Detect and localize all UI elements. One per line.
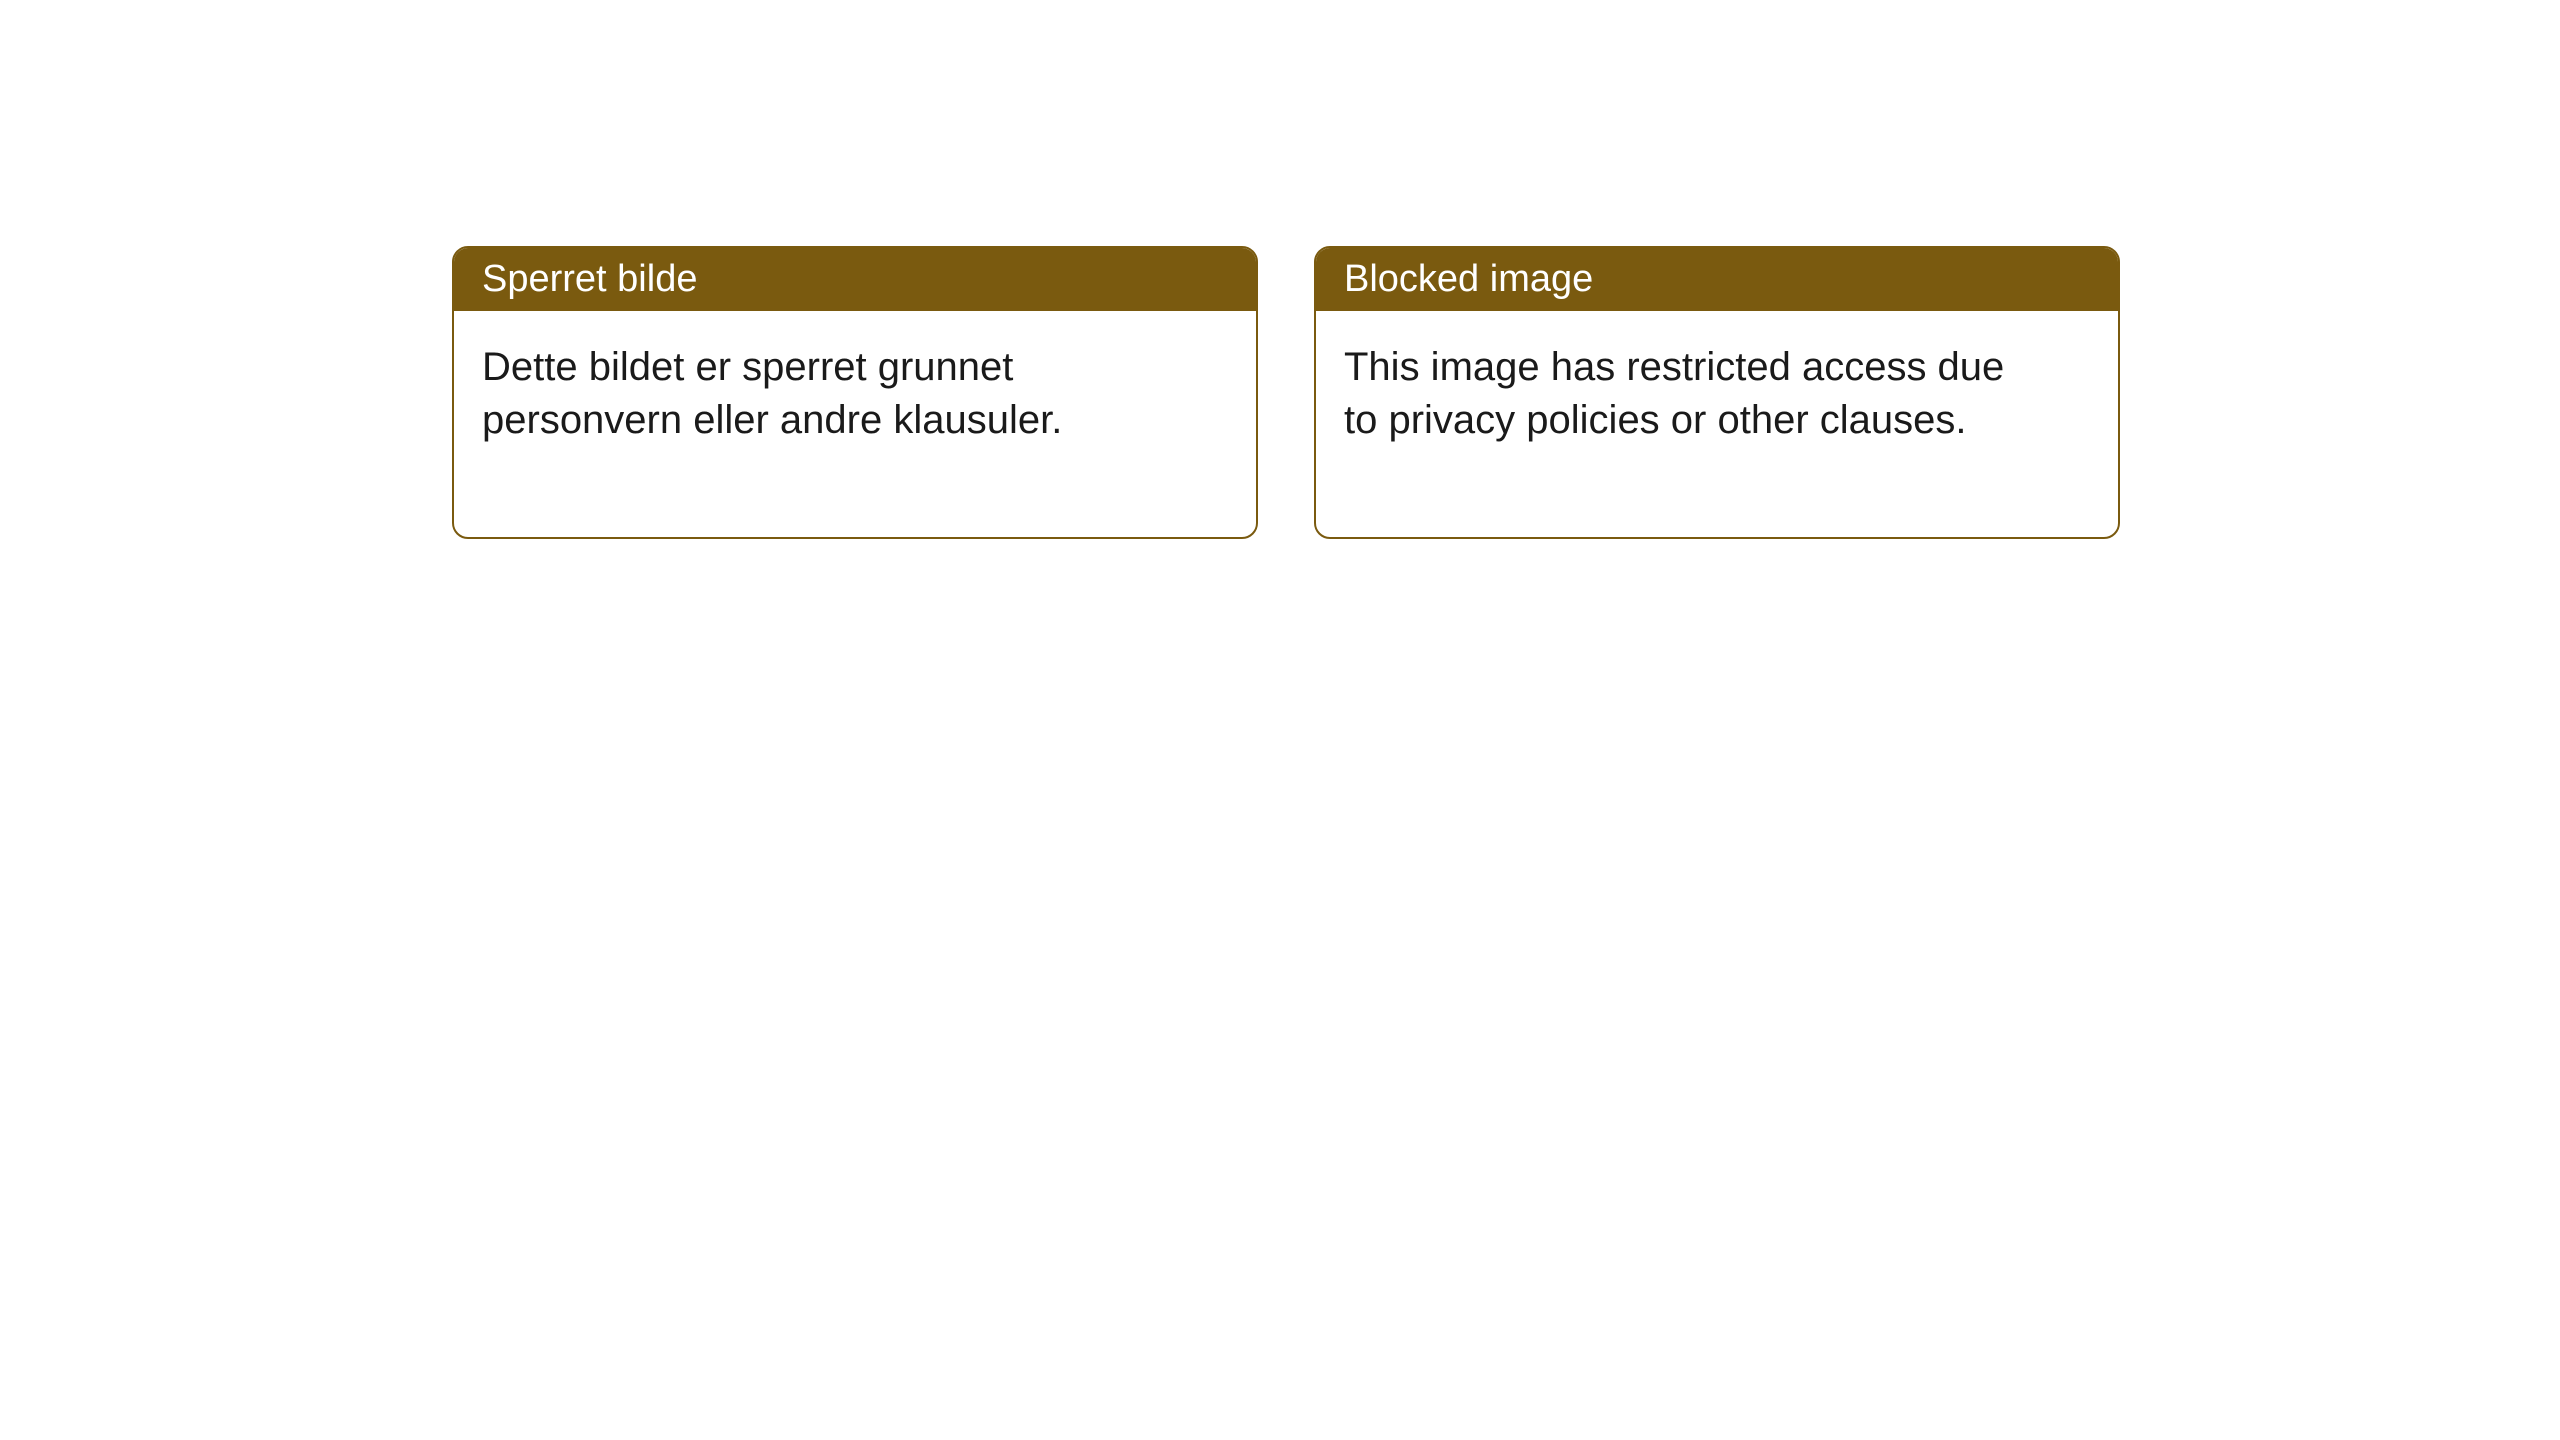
- cards-container: Sperret bilde Dette bildet er sperret gr…: [0, 0, 2560, 539]
- card-body-norwegian: Dette bildet er sperret grunnet personve…: [454, 311, 1174, 537]
- card-header-norwegian: Sperret bilde: [454, 248, 1256, 311]
- card-header-english: Blocked image: [1316, 248, 2118, 311]
- blocked-image-card-norwegian: Sperret bilde Dette bildet er sperret gr…: [452, 246, 1258, 539]
- card-body-english: This image has restricted access due to …: [1316, 311, 2036, 537]
- blocked-image-card-english: Blocked image This image has restricted …: [1314, 246, 2120, 539]
